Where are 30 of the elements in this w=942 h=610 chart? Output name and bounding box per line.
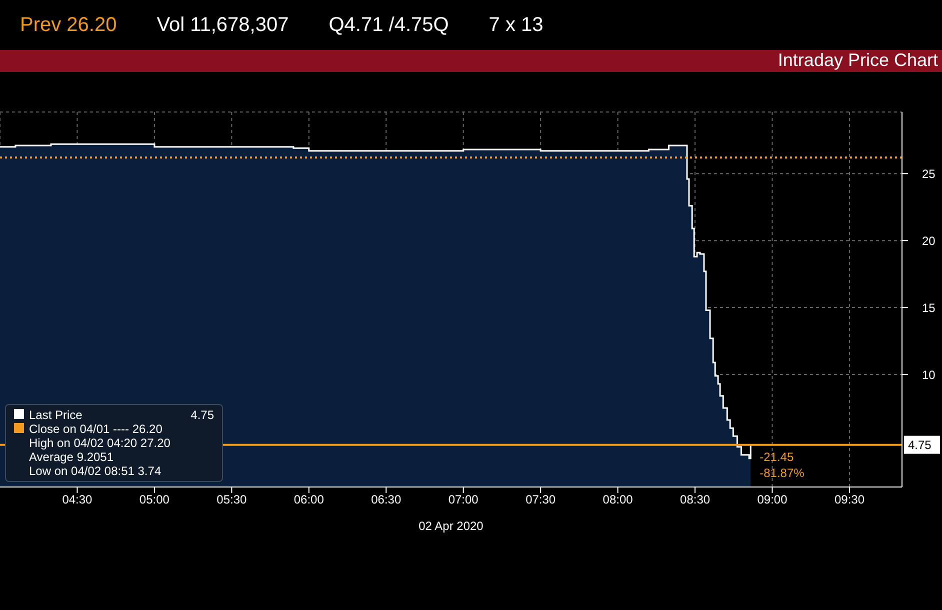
x-tick-label: 08:00 xyxy=(602,492,634,507)
x-tick-label: 06:30 xyxy=(371,492,402,507)
annotation: 4.75 xyxy=(190,408,214,422)
legend-label: Close on 04/01 ---- 26.20 xyxy=(28,422,164,436)
text: Q4.71 /4.75Q xyxy=(328,14,449,36)
text: 7 x 13 xyxy=(488,14,544,36)
x-tick-label: 09:30 xyxy=(834,492,865,507)
x-tick-label: 07:30 xyxy=(526,492,556,507)
x-tick-label: 06:00 xyxy=(294,492,324,507)
x-tick-label: 05:30 xyxy=(216,492,248,507)
x-tick-label: 07:00 xyxy=(448,492,479,507)
x-tick-label: 08:30 xyxy=(680,492,710,507)
y-tick-label: 20 xyxy=(922,234,936,248)
annotation: Low on 04/02 08:51 3.74 xyxy=(28,464,162,478)
text: Prev 26.20 xyxy=(20,14,117,36)
y-tick-label: 25 xyxy=(922,166,936,181)
x-tick-label: 09:00 xyxy=(757,492,788,507)
annotation: High on 04/02 04:20 27.20 xyxy=(28,436,172,450)
x-axis-title: 02 Apr 2020 xyxy=(418,519,484,533)
legend-label: Last Price xyxy=(28,408,82,422)
chart-title: Intraday Price Chart xyxy=(0,50,942,72)
ref-line-label: 4.75 xyxy=(908,438,932,452)
text: Vol 11,678,307 xyxy=(156,14,289,36)
x-tick-label: 04:30 xyxy=(62,492,93,507)
annotation: -81.87% xyxy=(760,466,805,480)
annotation: Average 9.2051 xyxy=(28,450,115,464)
annotation: -21.45 xyxy=(760,450,794,464)
y-tick-label: 15 xyxy=(922,300,936,315)
x-tick-label: 05:00 xyxy=(139,492,170,507)
y-tick-label: 10 xyxy=(922,368,936,382)
